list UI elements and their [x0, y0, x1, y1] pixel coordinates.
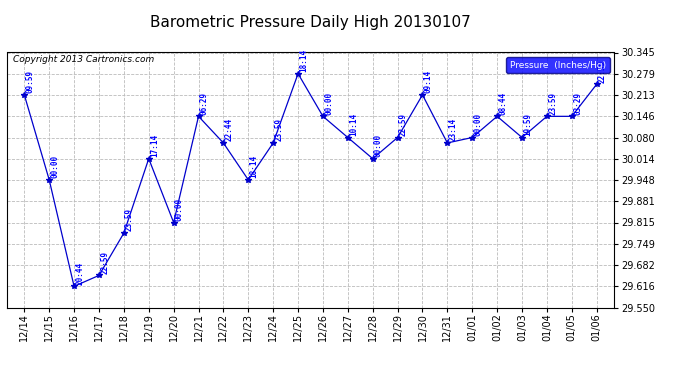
Text: 22:44: 22:44	[225, 118, 234, 141]
Text: 22:59: 22:59	[598, 60, 607, 82]
Text: 23:14: 23:14	[448, 118, 457, 141]
Text: 23:59: 23:59	[548, 92, 557, 115]
Text: 10:14: 10:14	[349, 113, 358, 136]
Text: 00:00: 00:00	[473, 113, 482, 136]
Text: 20:44: 20:44	[75, 262, 84, 285]
Text: Barometric Pressure Daily High 20130107: Barometric Pressure Daily High 20130107	[150, 15, 471, 30]
Text: 08:44: 08:44	[498, 92, 507, 115]
Text: 00:00: 00:00	[50, 155, 59, 178]
Text: 22:59: 22:59	[399, 113, 408, 136]
Text: Copyright 2013 Cartronics.com: Copyright 2013 Cartronics.com	[13, 55, 155, 64]
Text: 18:14: 18:14	[299, 49, 308, 72]
Text: 09:59: 09:59	[26, 70, 34, 93]
Text: 00:00: 00:00	[324, 92, 333, 115]
Text: 00:00: 00:00	[175, 198, 184, 221]
Text: 23:59: 23:59	[125, 209, 134, 231]
Text: 18:14: 18:14	[250, 155, 259, 178]
Legend: Pressure  (Inches/Hg): Pressure (Inches/Hg)	[506, 57, 609, 73]
Text: 06:29: 06:29	[200, 92, 209, 115]
Text: 03:29: 03:29	[573, 92, 582, 115]
Text: 17:14: 17:14	[150, 134, 159, 157]
Text: 22:59: 22:59	[100, 251, 109, 274]
Text: 00:00: 00:00	[374, 134, 383, 157]
Text: 09:14: 09:14	[424, 70, 433, 93]
Text: 19:59: 19:59	[523, 113, 532, 136]
Text: 23:59: 23:59	[275, 118, 284, 141]
